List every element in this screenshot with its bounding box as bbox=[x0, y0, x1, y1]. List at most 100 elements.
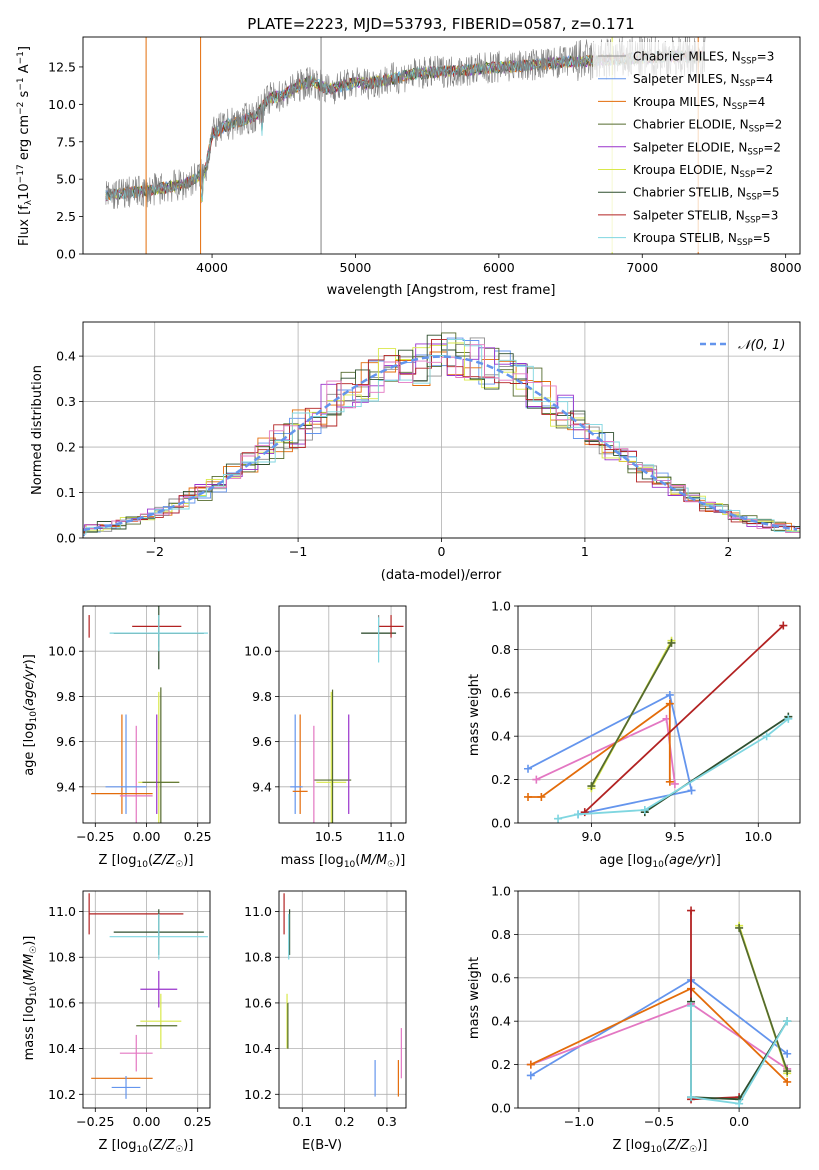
spectrum-xlabel: wavelength [Angstrom, rest frame] bbox=[327, 283, 556, 298]
y-tick-label: 0.0 bbox=[56, 247, 76, 262]
x-tick-label: 0.25 bbox=[184, 1114, 212, 1129]
age-vs-mass-panel: 10.5 11.0 9.4 9.6 9.8 10.0 bbox=[244, 605, 407, 844]
series-line bbox=[690, 1006, 788, 1105]
legend-label: Chabrier ELODIE, NSSP=2 bbox=[633, 118, 782, 135]
y-tick-label: 2.5 bbox=[56, 209, 76, 224]
mass-ylabel: mass [log10(M/M☉)] bbox=[22, 936, 39, 1061]
y-tick-label: 10.0 bbox=[48, 644, 76, 659]
age-ylabel: age [log10(age/yr)] bbox=[22, 654, 39, 776]
y-tick-label: 0.6 bbox=[491, 685, 511, 700]
legend-label-sub: SSP bbox=[746, 193, 762, 203]
y-tick-label: 0.4 bbox=[56, 349, 76, 364]
errorbar-group bbox=[88, 893, 208, 1099]
legend-label: Chabrier STELIB, NSSP=5 bbox=[633, 186, 780, 203]
y-tick-label: 9.6 bbox=[56, 734, 76, 749]
y-tick-label: 10.4 bbox=[48, 1041, 76, 1056]
y-tick-label: 0.4 bbox=[491, 729, 511, 744]
axes-frame bbox=[278, 605, 407, 824]
series-marker bbox=[574, 810, 583, 819]
legend-label-main: Kroupa ELODIE, N bbox=[633, 163, 740, 177]
y-tick-label: 10.0 bbox=[48, 97, 76, 112]
legend-label-main: Kroupa MILES, N bbox=[633, 95, 732, 109]
ebv-xlabel: E(B-V) bbox=[302, 1138, 342, 1153]
y-tick-label: 9.6 bbox=[252, 734, 272, 749]
y-tick-label: 9.4 bbox=[252, 779, 272, 794]
series-marker bbox=[580, 808, 589, 817]
weight-z-ylabel: mass weight bbox=[467, 957, 482, 1039]
residual-xlabel: (data-model)/error bbox=[381, 568, 502, 583]
series-line bbox=[528, 701, 671, 798]
axes-frame bbox=[82, 890, 211, 1109]
y-tick-label: 10.4 bbox=[244, 1041, 272, 1056]
y-tick-label: 12.5 bbox=[48, 59, 76, 74]
mass-vs-extinction-panel: 0.1 0.2 0.3 10.2 10.4 10.6 10.8 11.0 bbox=[244, 890, 407, 1129]
series-marker bbox=[524, 764, 533, 773]
mass-z-xlabel: Z [log10(Z/Z☉)] bbox=[99, 1138, 194, 1155]
series-marker bbox=[783, 1017, 792, 1026]
series-marker bbox=[783, 1077, 792, 1086]
x-tick-label: 0.1 bbox=[292, 1114, 312, 1129]
legend-label-tail: =2 bbox=[763, 140, 781, 154]
normal-legend: 𝒩(0, 1) bbox=[700, 338, 785, 353]
mass-weight-vs-age-panel: 9.0 9.5 10.0 0.0 0.2 0.4 0.6 0.8 1.0 bbox=[491, 599, 801, 844]
series-marker bbox=[667, 638, 676, 647]
weight-z-xlabel: Z [log10(Z/Z☉)] bbox=[613, 1138, 708, 1155]
residual-ylabel: Normed distribution bbox=[30, 365, 45, 495]
y-tick-label: 11.0 bbox=[48, 904, 76, 919]
legend-label: Salpeter MILES, NSSP=4 bbox=[633, 72, 773, 89]
y-tick-label: 0.2 bbox=[56, 440, 76, 455]
x-tick-label: 5000 bbox=[340, 260, 372, 275]
x-tick-label: 9.5 bbox=[665, 829, 685, 844]
axes-frame bbox=[82, 321, 801, 539]
axes-frame bbox=[278, 890, 407, 1109]
y-tick-label: 10.2 bbox=[244, 1087, 272, 1102]
series-marker bbox=[687, 1093, 696, 1102]
series-marker bbox=[665, 777, 674, 786]
x-tick-label: 0.0 bbox=[729, 1114, 749, 1129]
axes-frame bbox=[517, 605, 801, 824]
histogram-lines bbox=[83, 332, 800, 537]
legend-label-sub: SSP bbox=[740, 79, 756, 89]
series-marker bbox=[687, 1002, 696, 1011]
series-marker bbox=[665, 699, 674, 708]
y-tick-label: 0.2 bbox=[491, 772, 511, 787]
series-marker bbox=[687, 786, 696, 795]
age-vs-metallicity-panel: −0.25 0.00 0.25 9.4 9.6 9.8 10.0 bbox=[48, 605, 212, 844]
y-tick-label: 10.6 bbox=[244, 995, 272, 1010]
legend-label-tail: =2 bbox=[765, 118, 783, 132]
legend-label: Kroupa ELODIE, NSSP=2 bbox=[633, 163, 773, 180]
series-marker bbox=[783, 1049, 792, 1058]
y-tick-label: 7.5 bbox=[56, 134, 76, 149]
series-marker bbox=[762, 732, 771, 741]
series-marker bbox=[554, 814, 563, 823]
x-tick-label: 9.0 bbox=[581, 829, 601, 844]
series-marker bbox=[784, 714, 793, 723]
spectrum-ylabel: Flux [fλ10−17 erg cm−2 s−1 A−1] bbox=[16, 46, 34, 246]
mass-panel-xlabel: mass [log10(M/M☉)] bbox=[281, 853, 406, 870]
series-marker bbox=[687, 906, 696, 915]
y-tick-label: 0.3 bbox=[56, 394, 76, 409]
normal-legend-label: 𝒩(0, 1) bbox=[738, 338, 785, 353]
legend-label-tail: =2 bbox=[755, 163, 773, 177]
y-tick-label: 9.4 bbox=[56, 779, 76, 794]
histogram-step-line bbox=[83, 339, 800, 535]
spectrum-panel: 4000 5000 6000 7000 8000 0.0 2.5 5.0 7.5 10.0 12.5 bbox=[48, 36, 802, 275]
legend-label-tail: =5 bbox=[762, 186, 780, 200]
residual-histogram-panel: −2 −1 0 1 2 0.0 0.1 0.2 0.3 0.4 bbox=[56, 321, 801, 559]
series-group bbox=[524, 621, 793, 823]
legend-label-sub: SSP bbox=[741, 57, 757, 67]
series-marker bbox=[532, 775, 541, 784]
y-tick-label: 0.6 bbox=[491, 970, 511, 985]
errorbar-group bbox=[88, 606, 208, 823]
series-line bbox=[527, 693, 693, 816]
x-tick-label: 10.5 bbox=[315, 829, 343, 844]
x-tick-label: 0 bbox=[438, 544, 446, 559]
legend-label-main: Salpeter MILES, N bbox=[633, 72, 740, 86]
y-tick-label: 10.2 bbox=[48, 1087, 76, 1102]
mass-weight-vs-metallicity-panel: −1.0 −0.5 0.0 0.0 0.2 0.4 0.6 0.8 1.0 bbox=[491, 884, 801, 1129]
legend-label-tail: =4 bbox=[755, 72, 773, 86]
series-marker bbox=[735, 923, 744, 932]
x-tick-label: −2 bbox=[145, 544, 163, 559]
x-tick-label: 8000 bbox=[770, 260, 802, 275]
legend-label: Salpeter STELIB, NSSP=3 bbox=[633, 208, 778, 225]
